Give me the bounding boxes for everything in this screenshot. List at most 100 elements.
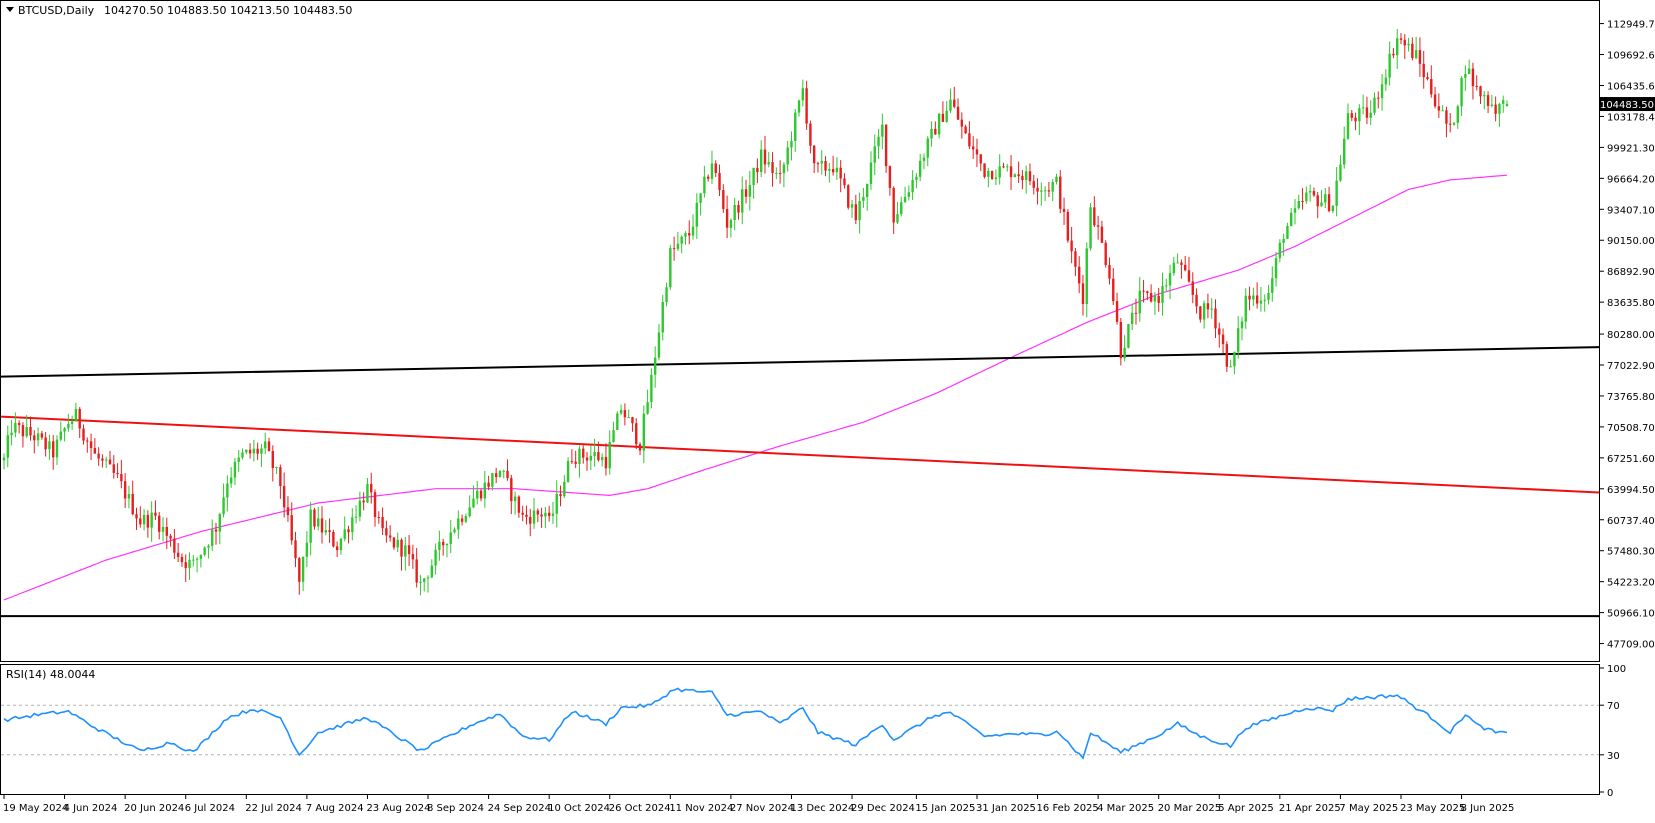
bull-candle	[513, 496, 517, 501]
bear-candle	[400, 539, 403, 557]
bear-candle	[1392, 53, 1395, 56]
bear-candle	[604, 456, 608, 469]
bear-candle	[763, 149, 767, 165]
time-tick-label: 23 Aug 2024	[366, 803, 430, 814]
bull-candle	[453, 529, 456, 533]
bull-candle	[642, 413, 646, 451]
bear-candle	[29, 426, 32, 436]
bull-candle	[1130, 312, 1134, 325]
bear-candle	[1183, 264, 1187, 271]
bull-candle	[1320, 202, 1323, 207]
bear-candle	[33, 435, 36, 441]
bull-candle	[195, 558, 199, 560]
bear-candle	[1206, 303, 1210, 310]
bull-candle	[850, 204, 854, 208]
bull-candle	[233, 461, 237, 478]
bull-candle	[396, 539, 399, 548]
price-tick-label: 99921.30	[1607, 143, 1655, 154]
bull-candle	[48, 441, 51, 450]
bull-candle	[105, 459, 108, 461]
bull-candle	[733, 205, 736, 221]
bull-candle	[252, 448, 256, 454]
bear-candle	[388, 535, 392, 538]
bear-candle	[214, 529, 218, 532]
bear-candle	[1187, 270, 1191, 282]
bear-candle	[1354, 117, 1357, 122]
bull-candle	[907, 192, 911, 197]
bull-candle	[55, 439, 59, 458]
bull-candle	[468, 507, 471, 517]
bull-candle	[1168, 273, 1172, 286]
bull-candle	[498, 470, 502, 478]
bear-candle	[173, 538, 176, 553]
bull-candle	[1040, 190, 1043, 192]
rsi-label: RSI(14) 48.0044	[6, 668, 95, 681]
time-tick-label: 15 Jan 2025	[915, 803, 975, 814]
time-tick-label: 16 Feb 2025	[1037, 803, 1099, 814]
bear-candle	[78, 408, 81, 429]
bull-candle	[865, 183, 869, 197]
bull-candle	[1267, 292, 1270, 300]
bear-candle	[714, 163, 717, 174]
price-tick-label: 103178.40	[1607, 112, 1655, 123]
bull-candle	[1123, 347, 1126, 359]
bull-candle	[987, 170, 990, 177]
bull-candle	[650, 374, 653, 403]
bear-candle	[139, 518, 142, 525]
bull-candle	[1233, 351, 1236, 367]
bear-candle	[631, 417, 634, 424]
bull-candle	[438, 541, 441, 550]
bear-candle	[370, 484, 373, 493]
bull-candle	[1089, 207, 1092, 249]
bull-candle	[404, 545, 407, 557]
bull-candle	[1006, 166, 1009, 168]
bear-candle	[756, 167, 759, 173]
bear-candle	[1316, 195, 1319, 207]
bull-candle	[593, 452, 596, 456]
bull-candle	[14, 422, 17, 433]
bull-candle	[741, 189, 744, 213]
bear-candle	[1077, 266, 1081, 284]
bear-candle	[21, 425, 25, 437]
bear-candle	[146, 514, 150, 528]
bull-candle	[423, 578, 426, 582]
bear-candle	[843, 178, 846, 186]
bull-candle	[1464, 74, 1467, 78]
bull-candle	[782, 164, 786, 174]
bull-candle	[449, 532, 452, 544]
bear-candle	[1327, 194, 1331, 212]
bear-candle	[1365, 107, 1369, 118]
bull-candle	[759, 149, 763, 173]
bull-candle	[1498, 103, 1501, 114]
bear-candle	[267, 441, 271, 452]
dropdown-triangle-icon[interactable]	[6, 7, 14, 12]
bull-candle	[676, 243, 680, 249]
bull-candle	[188, 559, 191, 569]
price-tick-label: 63994.50	[1607, 485, 1655, 496]
bear-candle	[536, 510, 540, 515]
bear-candle	[1471, 68, 1475, 87]
price-tick-label: 93407.10	[1607, 205, 1655, 216]
bull-candle	[699, 193, 702, 203]
bull-candle	[1252, 295, 1255, 300]
bear-candle	[487, 482, 490, 487]
bull-candle	[881, 124, 884, 137]
bull-candle	[1505, 104, 1509, 107]
bull-candle	[211, 529, 214, 546]
bear-candle	[347, 529, 350, 533]
bull-candle	[1467, 68, 1471, 75]
time-tick-label: 21 Apr 2025	[1279, 803, 1341, 814]
bear-candle	[479, 490, 483, 499]
bull-candle	[203, 547, 206, 555]
bull-candle	[207, 545, 210, 548]
bull-candle	[1013, 174, 1017, 178]
rsi-axis: 100 70 30 0	[1, 664, 1626, 799]
bull-candle	[1490, 104, 1494, 106]
bear-candle	[1070, 240, 1073, 252]
bear-candle	[1430, 79, 1433, 95]
bull-candle	[1290, 212, 1293, 227]
rsi-tick-label: 70	[1607, 701, 1620, 712]
symbol-header: BTCUSD,Daily 104270.50 104883.50 104213.…	[6, 4, 352, 17]
